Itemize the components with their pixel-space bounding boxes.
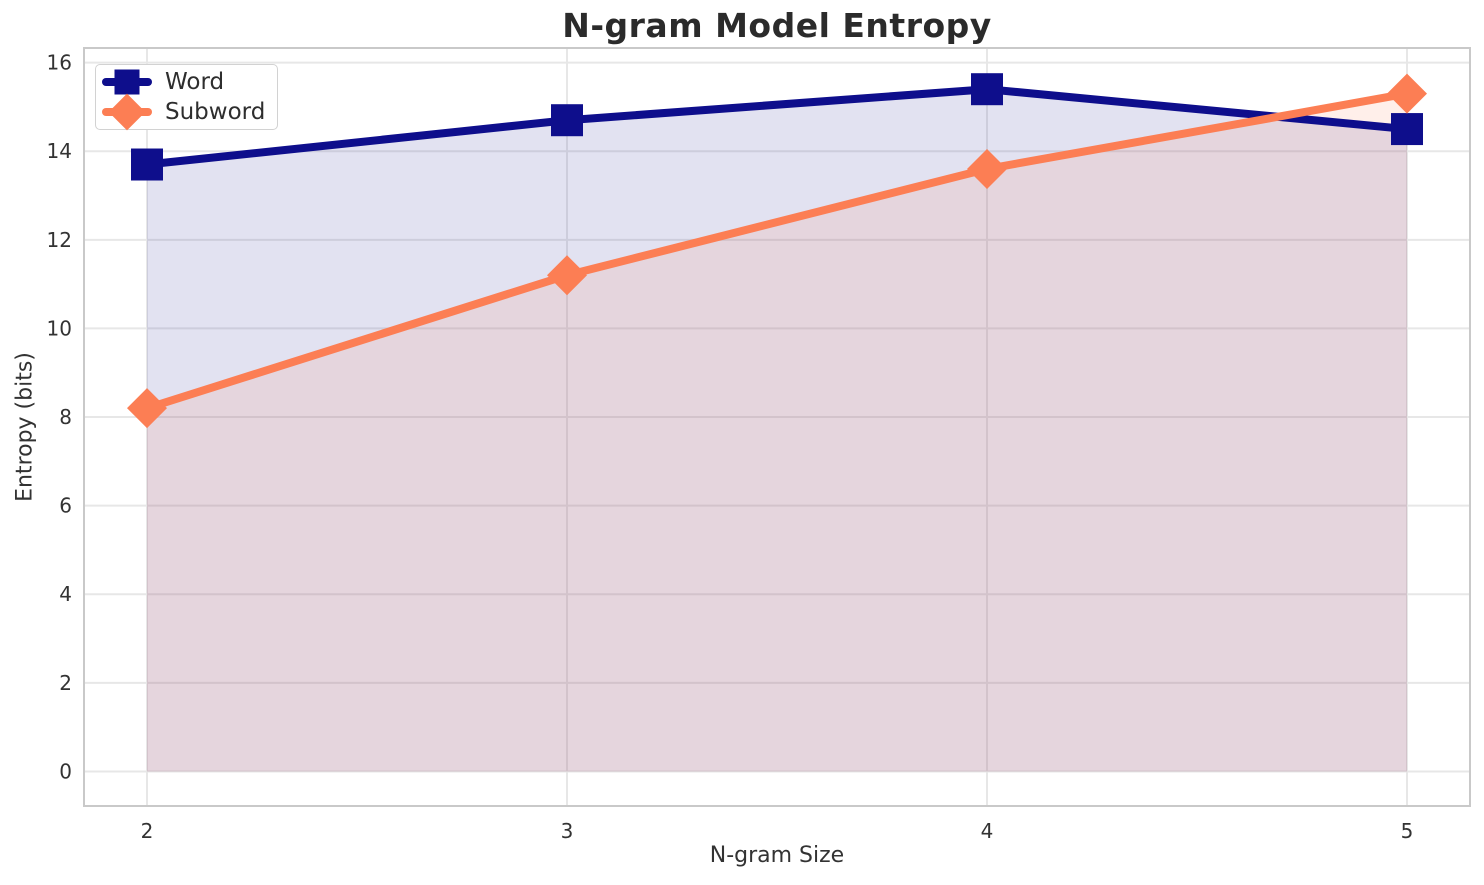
word-marker <box>971 73 1003 106</box>
x-tick-label: 4 <box>981 819 994 843</box>
word-marker <box>1391 113 1423 146</box>
y-tick-label: 10 <box>47 316 72 340</box>
subword-marker <box>127 388 167 429</box>
subword-line <box>143 89 1411 413</box>
x-tick-label: 5 <box>1401 819 1414 843</box>
subword-marker <box>547 255 587 296</box>
y-tick-label: 0 <box>59 759 72 783</box>
word-marker <box>551 104 583 137</box>
subword-marker <box>967 148 1007 189</box>
word-legend-marker <box>102 67 152 97</box>
legend-label-subword: Subword <box>165 98 266 125</box>
y-axis-label: Entropy (bits) <box>12 352 38 502</box>
x-tick-label: 2 <box>141 819 154 843</box>
subword-marker <box>1387 73 1427 114</box>
word-fill-area <box>147 89 1407 772</box>
legend-label-word: Word <box>165 68 225 95</box>
legend-item-subword: Subword <box>102 93 266 131</box>
legend-item-word: Word <box>102 67 265 97</box>
subword-legend-marker <box>102 93 152 131</box>
y-tick-label: 16 <box>47 51 72 75</box>
x-tick-label: 3 <box>561 819 574 843</box>
word-marker <box>131 148 163 181</box>
word-line <box>143 85 1411 169</box>
subword-fill-area <box>147 93 1407 772</box>
y-tick-label: 14 <box>47 139 72 163</box>
chart-title: N-gram Model Entropy <box>562 6 992 45</box>
y-tick-label: 8 <box>59 405 72 429</box>
plot-border <box>83 47 1471 807</box>
y-tick-label: 12 <box>47 228 72 252</box>
legend: Word Subword <box>95 64 279 131</box>
x-axis-label: N-gram Size <box>709 843 845 868</box>
subword-diamond-marker-icon <box>108 93 146 131</box>
y-tick-label: 4 <box>59 582 72 606</box>
word-square-marker-icon <box>114 69 140 95</box>
y-tick-label: 6 <box>59 494 72 518</box>
y-tick-label: 2 <box>59 671 72 695</box>
